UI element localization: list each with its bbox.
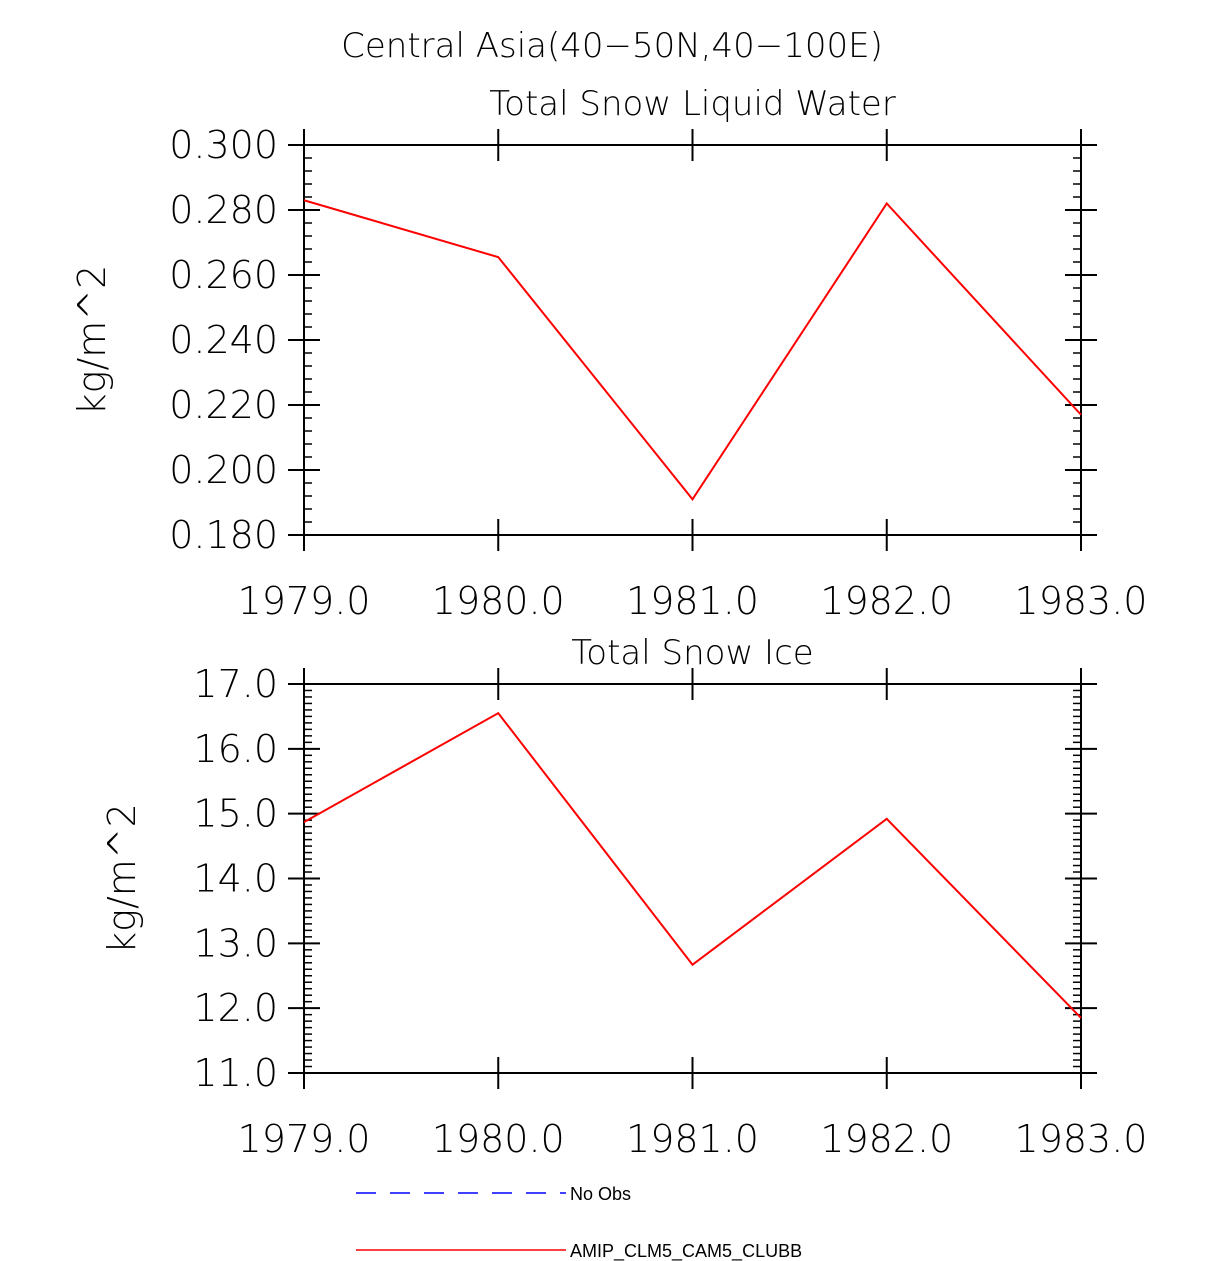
y-tick-label: 0.180 — [169, 513, 278, 557]
x-tick-label: 1982.0 — [820, 579, 953, 623]
x-tick-label: 1980.0 — [432, 579, 565, 623]
figure-title: Central Asia(40−50N,40−100E) — [341, 26, 883, 66]
y-tick-label: 0.220 — [169, 383, 278, 427]
x-tick-label: 1980.0 — [432, 1117, 565, 1161]
chart-panel-1: Total Snow Liquid Water 0.180 0.200 0.220 0.… — [70, 84, 1147, 623]
y-tick-label: 0.300 — [169, 123, 278, 167]
y-tick-label: 17.0 — [193, 662, 278, 706]
y-tick-label: 15.0 — [193, 792, 278, 836]
x-tick-label: 1981.0 — [626, 1117, 759, 1161]
y-axis-label: kg/m^2 — [70, 265, 114, 416]
x-tick-label: 1983.0 — [1015, 579, 1148, 623]
chart-panel-2: Total Snow Ice 11.0 12.0 13.0 14.0 15.0 16.0 17… — [100, 633, 1147, 1161]
x-tick-label: 1982.0 — [820, 1117, 953, 1161]
legend-label: No Obs — [570, 1184, 631, 1204]
legend-label: AMIP_CLM5_CAM5_CLUBB — [570, 1241, 802, 1261]
y-tick-label: 12.0 — [193, 986, 278, 1030]
chart-panels: Total Snow Liquid Water 0.180 0.200 0.220 0.… — [70, 84, 1147, 1161]
y-tick-label: 11.0 — [193, 1051, 278, 1095]
y-tick-label: 0.260 — [169, 253, 278, 297]
series-line — [303, 199, 1082, 501]
y-tick-label: 0.200 — [169, 448, 278, 492]
panel-title: Total Snow Ice — [571, 633, 813, 673]
x-tick-label: 1979.0 — [238, 579, 371, 623]
legend: No Obs AMIP_CLM5_CAM5_CLUBB — [356, 1184, 802, 1261]
series-line — [303, 711, 1082, 1019]
plot-frame — [303, 683, 1082, 1074]
plot-frame — [303, 144, 1082, 536]
y-tick-label: 14.0 — [193, 857, 278, 901]
y-tick-label: 13.0 — [193, 921, 278, 965]
y-tick-label: 0.240 — [169, 318, 278, 362]
y-tick-label: 0.280 — [169, 188, 278, 232]
x-tick-label: 1981.0 — [626, 579, 759, 623]
x-tick-label: 1979.0 — [238, 1117, 371, 1161]
panel-title: Total Snow Liquid Water — [489, 84, 896, 124]
y-tick-label: 16.0 — [193, 727, 278, 771]
x-tick-label: 1983.0 — [1015, 1117, 1148, 1161]
y-axis-label: kg/m^2 — [100, 803, 144, 954]
